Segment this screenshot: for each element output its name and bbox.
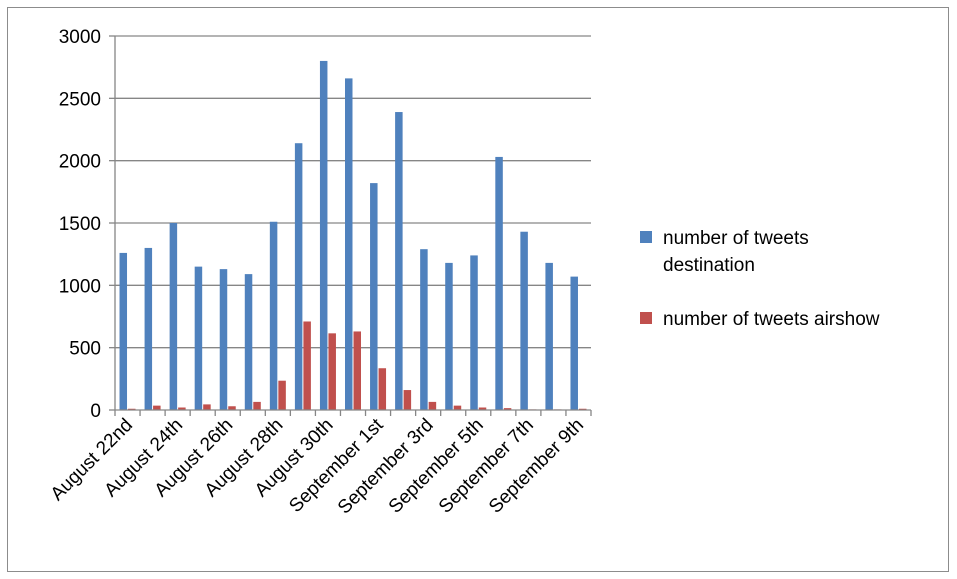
bar-airshow [303,321,311,410]
y-tick-label: 2500 [59,89,101,110]
legend: number of tweets destination number of twe… [640,228,880,330]
bar-destination [420,249,428,410]
legend-swatch [640,231,652,243]
bar-airshow [153,405,161,410]
y-tick-label: 1000 [59,276,101,297]
bar-airshow [253,401,261,410]
bar-destination [244,274,253,410]
bar-airshow [203,404,211,410]
bar-airshow [228,406,236,410]
bar-airshow [403,390,412,410]
bar-airshow [378,368,387,410]
bar-airshow [328,333,336,410]
bars [119,60,587,411]
bar-airshow [428,401,437,410]
bar-destination [520,231,528,410]
bar-destination [345,78,353,411]
bar-destination [570,276,578,410]
legend-label: number of tweets destination [663,228,809,276]
bar-destination [470,255,478,410]
legend-swatch [640,312,652,324]
y-tick-label: 2000 [59,152,101,173]
bar-destination [545,262,553,410]
bar-destination [219,269,228,410]
bar-destination [445,262,453,410]
y-tick-label: 3000 [59,27,101,48]
bar-destination [395,112,403,411]
bar-destination [370,183,378,410]
bar-airshow [503,408,512,410]
bar-destination [144,247,153,410]
y-tick-label: 0 [90,401,101,422]
legend-label: number of tweets airshow [663,309,880,330]
bar-destination [319,60,328,410]
y-tick-label: 1500 [59,214,101,235]
bar-destination [119,252,128,410]
chart-area [7,7,949,572]
bar-destination [169,223,178,410]
bar-airshow [278,380,286,410]
axes [109,35,592,416]
bar-airshow [353,331,361,410]
gridlines [115,35,591,349]
bar-destination [294,143,303,411]
y-tick-label: 500 [69,339,101,360]
bar-destination [495,156,503,410]
bar-airshow [453,405,462,410]
bar-airshow [178,407,186,410]
bar-destination [194,266,203,410]
bar-destination [269,221,278,410]
bar-airshow [478,407,487,410]
